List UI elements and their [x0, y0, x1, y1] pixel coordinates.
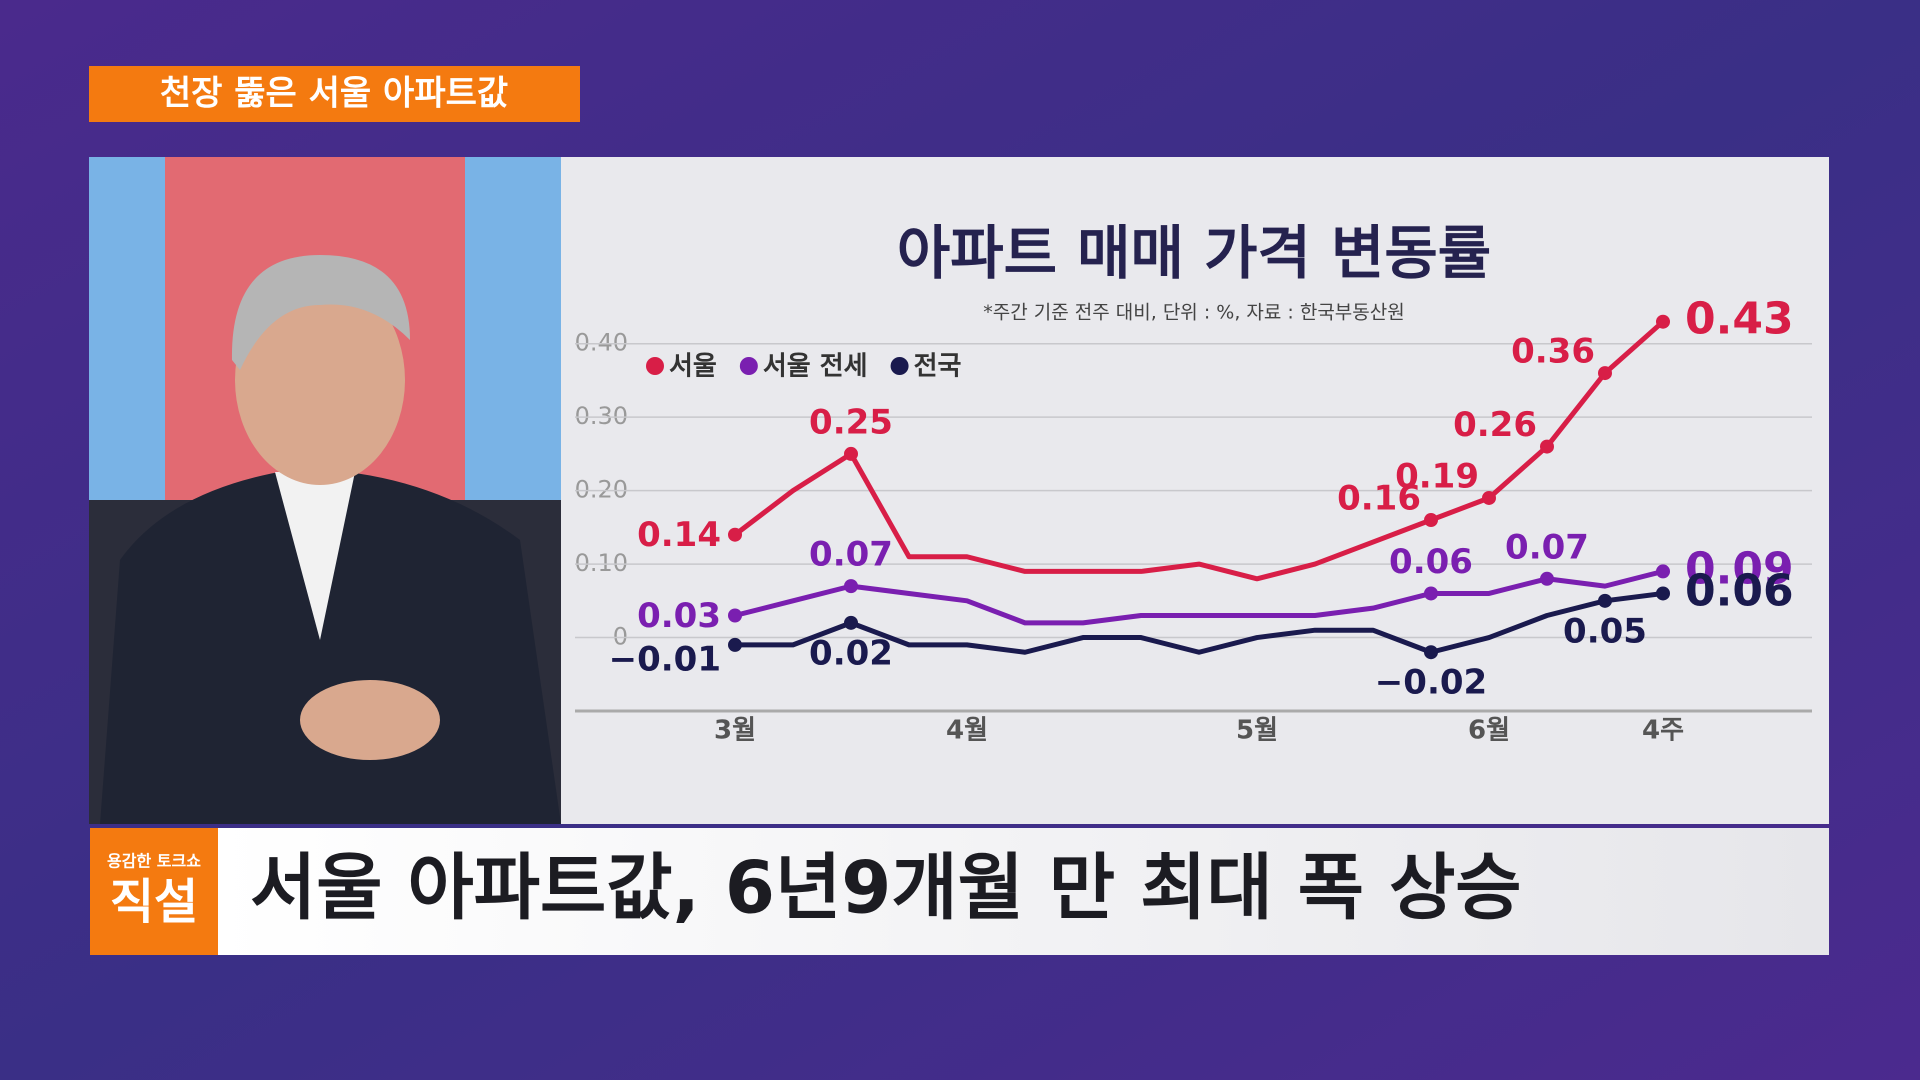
point: [1598, 593, 1612, 608]
point: [1656, 564, 1670, 579]
x-tick-label: 3월: [714, 716, 756, 746]
chart-subtitle: *주간 기준 전주 대비, 단위 : %, 자료 : 한국부동산원: [983, 302, 1404, 324]
data-label: 0.09: [1685, 543, 1794, 594]
y-tick-label: 0: [613, 623, 628, 651]
legend-label: 서울: [669, 352, 717, 382]
program-name: 용감한 토크쇼: [107, 852, 201, 871]
point: [1540, 439, 1554, 454]
point: [1482, 490, 1496, 505]
logo-box: [90, 828, 218, 955]
point: [1424, 645, 1438, 660]
point: [728, 608, 742, 623]
y-tick-label: 0.20: [575, 476, 628, 504]
data-label: 0.14: [637, 515, 721, 555]
point: [1424, 513, 1438, 528]
data-label: 0.25: [809, 402, 893, 442]
data-label: 0.02: [809, 633, 893, 673]
point: [1656, 586, 1670, 601]
data-label: 0.03: [637, 596, 721, 636]
data-label: 0.05: [1563, 611, 1647, 651]
data-label: 0.43: [1685, 294, 1794, 345]
x-tick-label: 5월: [1236, 716, 1278, 746]
series-line: [734, 569, 1664, 626]
legend-marker: [739, 357, 758, 375]
headline: 서울 아파트값, 6년9개월 만 최대 폭 상승: [250, 846, 1522, 930]
legend-marker: [890, 357, 909, 375]
series-line: [733, 319, 1665, 582]
data-label: −0.02: [1375, 663, 1487, 703]
data-label: 0.06: [1389, 542, 1473, 582]
y-tick-label: 0.30: [575, 402, 628, 430]
legend-label: 서울 전세: [763, 352, 868, 382]
data-label: 0.26: [1453, 405, 1537, 445]
logo: 직설: [110, 874, 198, 930]
data-label: −0.01: [609, 639, 721, 679]
point: [1424, 586, 1438, 601]
banner-text: 천장 뚫은 서울 아파트값: [160, 74, 508, 114]
x-tick-label: 4월: [946, 716, 988, 746]
legend-label: 전국: [914, 352, 962, 382]
data-label: 0.06: [1685, 565, 1794, 616]
x-tick-label: 4주: [1642, 716, 1684, 746]
point: [1540, 571, 1554, 586]
point: [844, 579, 858, 594]
point: [728, 527, 742, 542]
point: [1598, 366, 1612, 381]
data-label: 0.19: [1395, 456, 1479, 496]
point: [728, 637, 742, 652]
data-label: 0.07: [1505, 527, 1589, 567]
x-tick-label: 6월: [1468, 716, 1510, 746]
plot: 0 0.10 0.20 0.30 0.40 3월 4월 5월 6월 4주 서울 서울 전세 전국 0.14…: [575, 294, 1812, 746]
point: [844, 615, 858, 630]
video-panel: [89, 157, 561, 824]
data-label: 0.07: [809, 535, 893, 575]
point: [844, 446, 858, 461]
series-line: [735, 590, 1664, 655]
point: [1656, 314, 1670, 329]
banner: [89, 66, 580, 122]
chart-title: 아파트 매매 가격 변동률: [897, 219, 1491, 287]
caption-bar: [218, 828, 1829, 955]
y-tick-label: 0.40: [575, 329, 628, 357]
y-tick-label: 0.10: [575, 549, 628, 577]
legend-marker: [646, 357, 664, 375]
data-label: 0.36: [1511, 332, 1595, 372]
data-label: 0.16: [1337, 479, 1421, 519]
